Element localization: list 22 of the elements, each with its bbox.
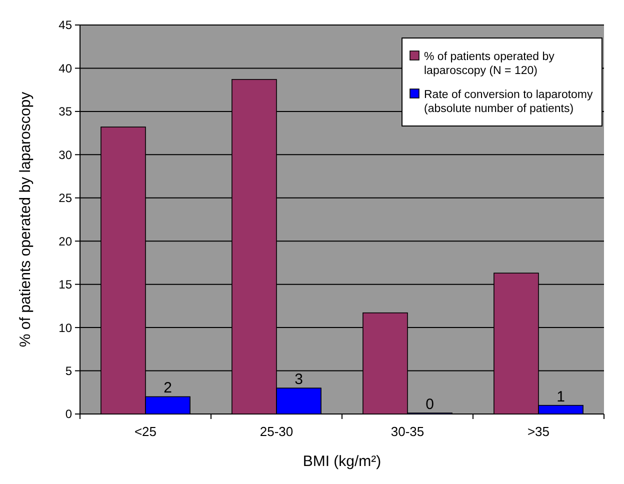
y-tick-label: 45 (58, 18, 72, 32)
data-label: 2 (164, 380, 172, 397)
data-label: 0 (426, 396, 434, 413)
x-axis-title: BMI (kg/m²) (302, 453, 382, 470)
data-label: 1 (556, 388, 565, 406)
y-axis-title: % of patients operated by laparoscopy (17, 91, 34, 348)
y-tick-label: 10 (58, 320, 72, 335)
legend-label: % of patients operated by laparoscopy (N = 120) (424, 51, 555, 77)
x-tick-label: >35 (527, 424, 550, 439)
x-tick-label: <25 (134, 424, 157, 439)
y-tick-label: 15 (58, 278, 72, 292)
y-tick-label: 25 (58, 191, 72, 206)
y-tick-label: 0 (65, 407, 72, 422)
y-tick-label: 20 (58, 234, 72, 248)
y-tick-label: 30 (58, 148, 72, 162)
legend-label: Rate of conversion to laparotomy (absolute number of patients) (424, 89, 594, 115)
x-tick-label: 25-30 (260, 424, 294, 439)
y-tick-label: 5 (65, 364, 72, 378)
data-label: 3 (294, 371, 303, 388)
y-tick-label: 40 (58, 61, 72, 76)
x-tick-label: 30-35 (390, 424, 424, 439)
y-tick-label: 35 (58, 104, 72, 119)
